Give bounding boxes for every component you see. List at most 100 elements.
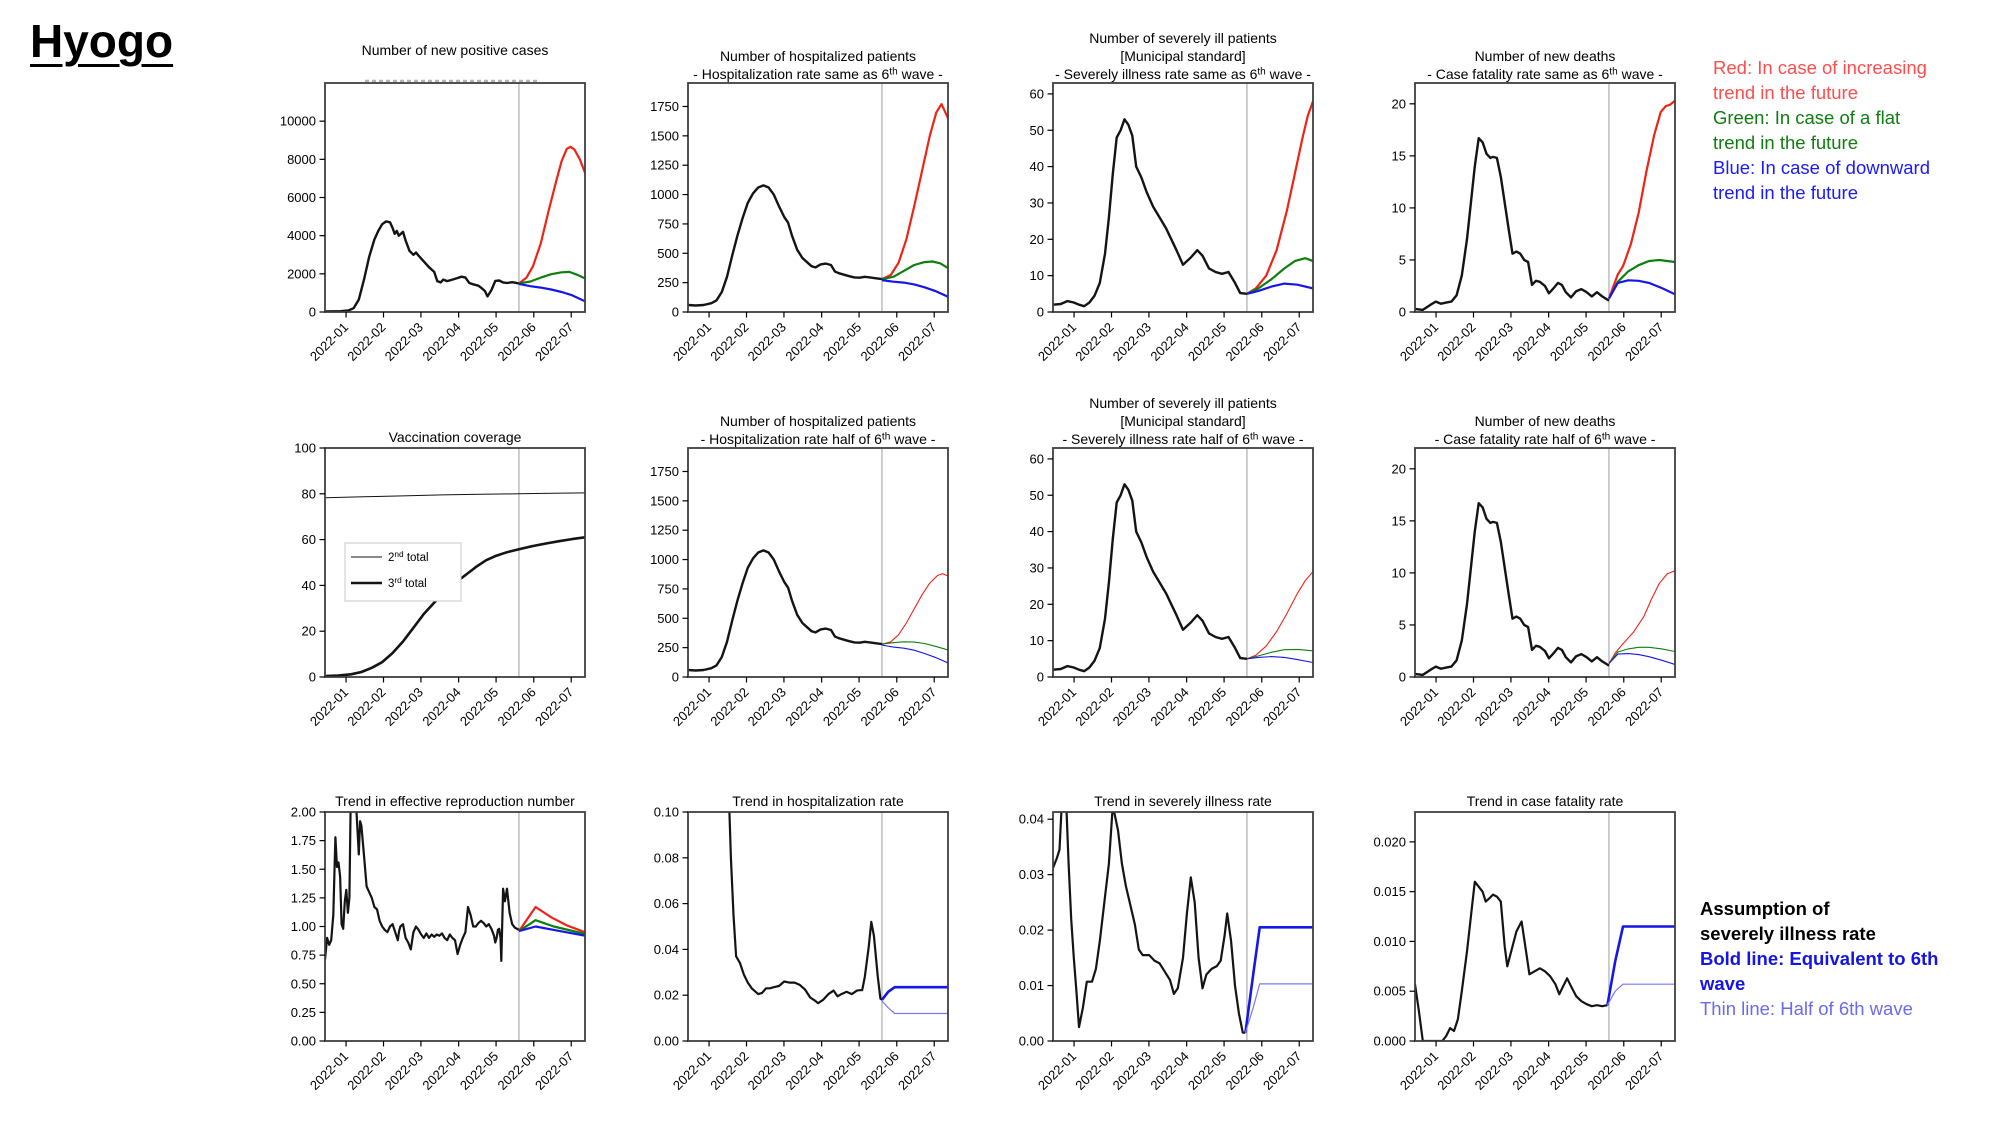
x-axis: 2022-012022-022022-032022-042022-052022-… xyxy=(1397,677,1666,729)
x-tick-label: 2022-03 xyxy=(382,320,426,364)
x-tick-label: 2022-02 xyxy=(707,685,751,729)
series-downward-trend xyxy=(1246,656,1313,664)
y-tick-label: 1000 xyxy=(650,552,679,567)
y-tick-label: 0.50 xyxy=(291,976,316,991)
x-tick-label: 2022-03 xyxy=(1472,1049,1516,1093)
x-tick-label: 2022-02 xyxy=(344,320,388,364)
y-tick-label: 0 xyxy=(1037,305,1044,320)
series-increasing-trend xyxy=(1246,100,1313,295)
x-tick-label: 2022-05 xyxy=(1185,320,1229,364)
x-tick-label: 2022-06 xyxy=(495,685,539,729)
chart-hospitalization-rate: 0.00 0.02 0.04 0.06 0.08 0.10 2022-01 2022-02 20… xyxy=(588,750,978,1115)
legend-red-line-1: Red: In case of increasing xyxy=(1713,57,1927,78)
x-tick-label: 2022-06 xyxy=(495,1049,539,1093)
chart-new-positive-cases: 0 2000 4000 6000 8000 10000 2022-01 2022-02 2022… xyxy=(225,21,615,386)
chart-title-line: Trend in effective reproduction number xyxy=(335,793,575,809)
y-tick-label: 100 xyxy=(294,441,316,456)
plot-frame xyxy=(1414,82,1676,313)
chart-reproduction-number: 0.00 0.25 0.50 0.75 1.00 1.25 1.50 1.75 2.00 2022… xyxy=(225,750,615,1115)
y-tick-label: 0 xyxy=(309,670,316,685)
y-tick-label: 60 xyxy=(1030,86,1044,101)
x-tick-label: 2022-07 xyxy=(532,685,576,729)
series-increasing-trend xyxy=(1607,99,1675,299)
x-tick-label: 2022-07 xyxy=(895,320,939,364)
plot-frame xyxy=(687,811,949,1042)
series-observed xyxy=(1053,483,1248,673)
series-equivalent-6th-wave xyxy=(1244,926,1313,1033)
y-tick-label: 500 xyxy=(657,611,679,626)
x-axis: 2022-012022-022022-032022-042022-052022-… xyxy=(670,677,939,729)
legend-green-line-2: trend in the future xyxy=(1713,132,1859,153)
y-tick-label: 4000 xyxy=(287,228,316,243)
y-tick-label: 250 xyxy=(657,275,679,290)
y-axis: 0 10 20 30 40 50 60 xyxy=(1030,451,1053,685)
x-tick-label: 2022-04 xyxy=(782,320,826,364)
chart-svg-vaccination: 0 20 40 60 80 100 2022-012022-022022-032022-04… xyxy=(294,429,586,729)
y-tick-label: 0.08 xyxy=(654,850,679,865)
x-tick-label: 2022-03 xyxy=(1110,320,1154,364)
x-tick-label: 2022-04 xyxy=(1147,685,1191,729)
y-tick-label: 0.02 xyxy=(1019,923,1044,938)
series-flat-trend xyxy=(881,641,948,651)
chart-title-line: Number of new deaths xyxy=(1475,48,1616,64)
y-axis: 0 250 500 750 1000 1250 1500 1750 xyxy=(650,464,688,685)
chart-title-line: Number of severely ill patients xyxy=(1089,395,1277,411)
x-axis: 2022-012022-022022-032022-042022-052022-… xyxy=(1397,1041,1666,1093)
chart-hospitalized-half: 0 250 500 750 1000 1250 1500 1750 2022-01 2022-02… xyxy=(588,386,978,751)
y-tick-label: 2.00 xyxy=(291,805,316,820)
y-tick-label: 0.75 xyxy=(291,948,316,963)
y-tick-label: 8000 xyxy=(287,152,316,167)
y-axis: 0 5 10 15 20 xyxy=(1392,461,1415,685)
chart-title-line: - Case fatality rate half of 6th wave - xyxy=(1435,431,1656,447)
y-axis: 0 10 20 30 40 50 60 xyxy=(1030,86,1053,320)
series-flat-trend xyxy=(1608,258,1675,300)
y-tick-label: 15 xyxy=(1392,513,1406,528)
x-tick-label: 2022-04 xyxy=(419,1049,463,1093)
x-tick-label: 2022-05 xyxy=(457,685,501,729)
y-tick-label: 10000 xyxy=(280,114,316,129)
chart-title-line: Number of new deaths xyxy=(1475,413,1616,429)
y-tick-label: 0.010 xyxy=(1373,934,1406,949)
y-tick-label: 20 xyxy=(1030,597,1044,612)
x-tick-label: 2022-02 xyxy=(1434,320,1478,364)
x-tick-label: 2022-01 xyxy=(670,1049,714,1093)
y-tick-label: 1000 xyxy=(650,187,679,202)
x-tick-label: 2022-02 xyxy=(1072,685,1116,729)
y-tick-label: 1.25 xyxy=(291,890,316,905)
series-increasing-trend xyxy=(881,573,948,645)
x-tick-label: 2022-07 xyxy=(1260,1049,1304,1093)
chart-svg-deaths-same: 051015202022-012022-022022-032022-042022… xyxy=(1392,48,1676,364)
y-tick-label: 0.10 xyxy=(654,805,679,820)
chart-title-line: Trend in severely illness rate xyxy=(1094,793,1272,809)
y-tick-label: 50 xyxy=(1030,123,1044,138)
chart-svg-hospitalized-same: 0 250 500 750 1000 1250 1500 1750 2022-012022-02… xyxy=(650,48,949,364)
x-tick-label: 2022-03 xyxy=(1110,685,1154,729)
series-increasing-trend xyxy=(1246,571,1313,660)
x-tick-label: 2022-01 xyxy=(1397,1049,1441,1093)
assumption-bold-line-1: Bold line: Equivalent to 6th xyxy=(1700,948,1939,969)
y-tick-label: 10 xyxy=(1030,268,1044,283)
chart-svg-new-positive-cases: 02000400060008000100002022-012022-022022… xyxy=(280,42,586,364)
series-flat-trend xyxy=(1246,257,1313,295)
x-tick-label: 2022-07 xyxy=(1622,320,1666,364)
y-tick-label: 30 xyxy=(1030,195,1044,210)
assumption-note: Assumption of severely illness rate Bold… xyxy=(1700,896,1960,1021)
y-tick-label: 0 xyxy=(672,305,679,320)
series-half-6th-wave xyxy=(881,1000,948,1015)
chart-svg-deaths-half: 051015202022-012022-022022-032022-042022… xyxy=(1392,413,1676,729)
x-axis: 2022-012022-022022-032022-042022-052022-… xyxy=(1035,312,1304,364)
series-downward-trend xyxy=(1608,653,1675,666)
y-tick-label: 250 xyxy=(657,640,679,655)
chart-svg-reproduction-number: 0.00 0.25 0.50 0.75 1.00 1.25 1.50 1.75 2.00 2022… xyxy=(291,793,586,1093)
y-axis: 0 250 500 750 1000 1250 1500 1750 xyxy=(650,99,688,320)
y-tick-label: 0.25 xyxy=(291,1005,316,1020)
plot-frame xyxy=(1052,447,1314,678)
chart-svg-hospitalization-rate: 0.000.020.040.060.080.102022-012022-0220… xyxy=(654,793,949,1093)
x-tick-label: 2022-07 xyxy=(1622,685,1666,729)
x-tick-label: 2022-04 xyxy=(419,320,463,364)
x-axis: 2022-012022-022022-032022-042022-052022-… xyxy=(307,677,576,729)
y-tick-label: 50 xyxy=(1030,488,1044,503)
x-tick-label: 2022-04 xyxy=(782,685,826,729)
series-increasing-trend xyxy=(881,102,948,281)
